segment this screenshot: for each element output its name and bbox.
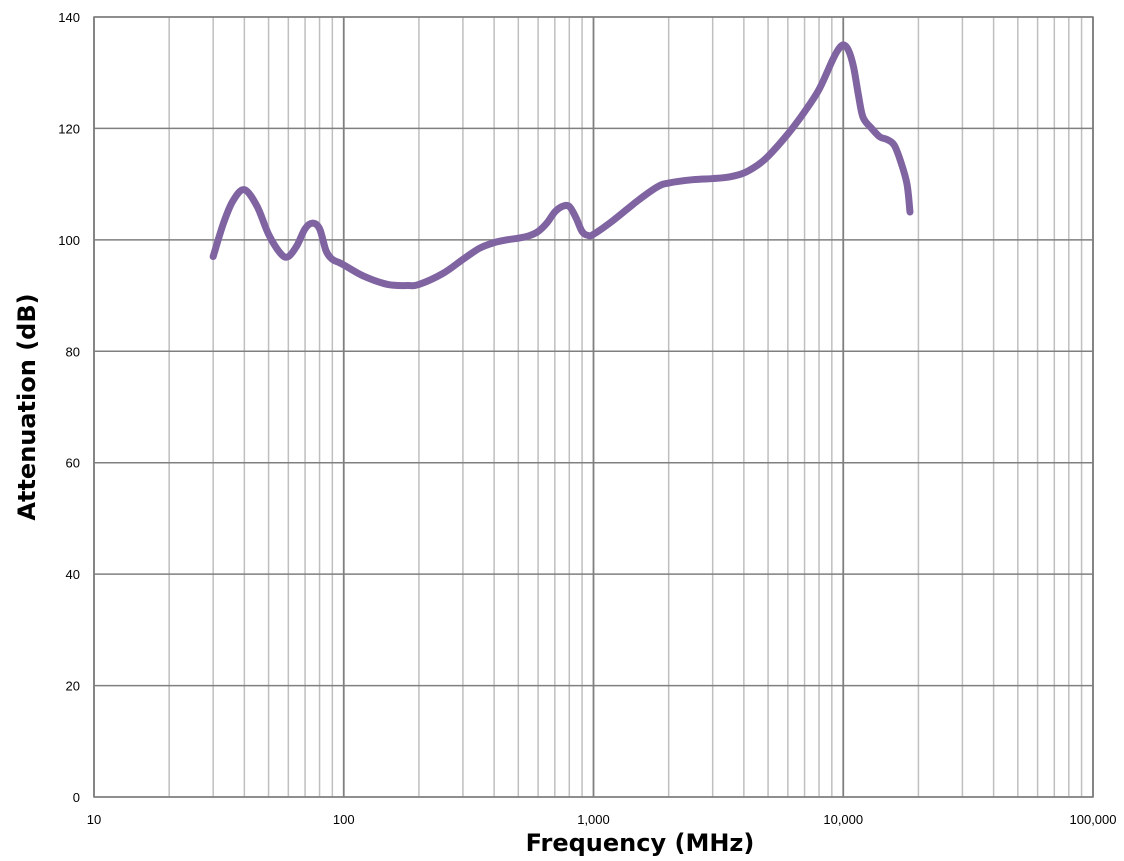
attenuation-series-line xyxy=(209,41,914,290)
x-axis-title: Frequency (MHz) xyxy=(526,829,755,857)
y-tick-label: 40 xyxy=(66,567,80,582)
plot-border xyxy=(93,16,1094,798)
y-tick-labels: 0 20 40 60 80 100 120 140 xyxy=(58,10,80,805)
y-tick-label: 120 xyxy=(58,121,80,136)
minor-gridlines xyxy=(168,17,1083,797)
y-tick-label: 100 xyxy=(58,233,80,248)
x-tick-label: 1,000 xyxy=(577,812,610,827)
y-tick-label: 140 xyxy=(58,10,80,25)
x-tick-label: 10,000 xyxy=(823,812,863,827)
y-axis-title: Attenuation (dB) xyxy=(13,293,41,520)
x-tick-label: 10 xyxy=(87,812,101,827)
x-tick-label: 100 xyxy=(333,812,355,827)
y-tick-label: 0 xyxy=(73,790,80,805)
y-tick-label: 80 xyxy=(66,344,80,359)
x-tick-label: 100,000 xyxy=(1070,812,1117,827)
x-tick-labels: 10 100 1,000 10,000 100,000 xyxy=(87,812,1117,827)
series-layer xyxy=(209,41,914,290)
y-tick-label: 60 xyxy=(66,456,80,471)
y-tick-label: 20 xyxy=(66,679,80,694)
